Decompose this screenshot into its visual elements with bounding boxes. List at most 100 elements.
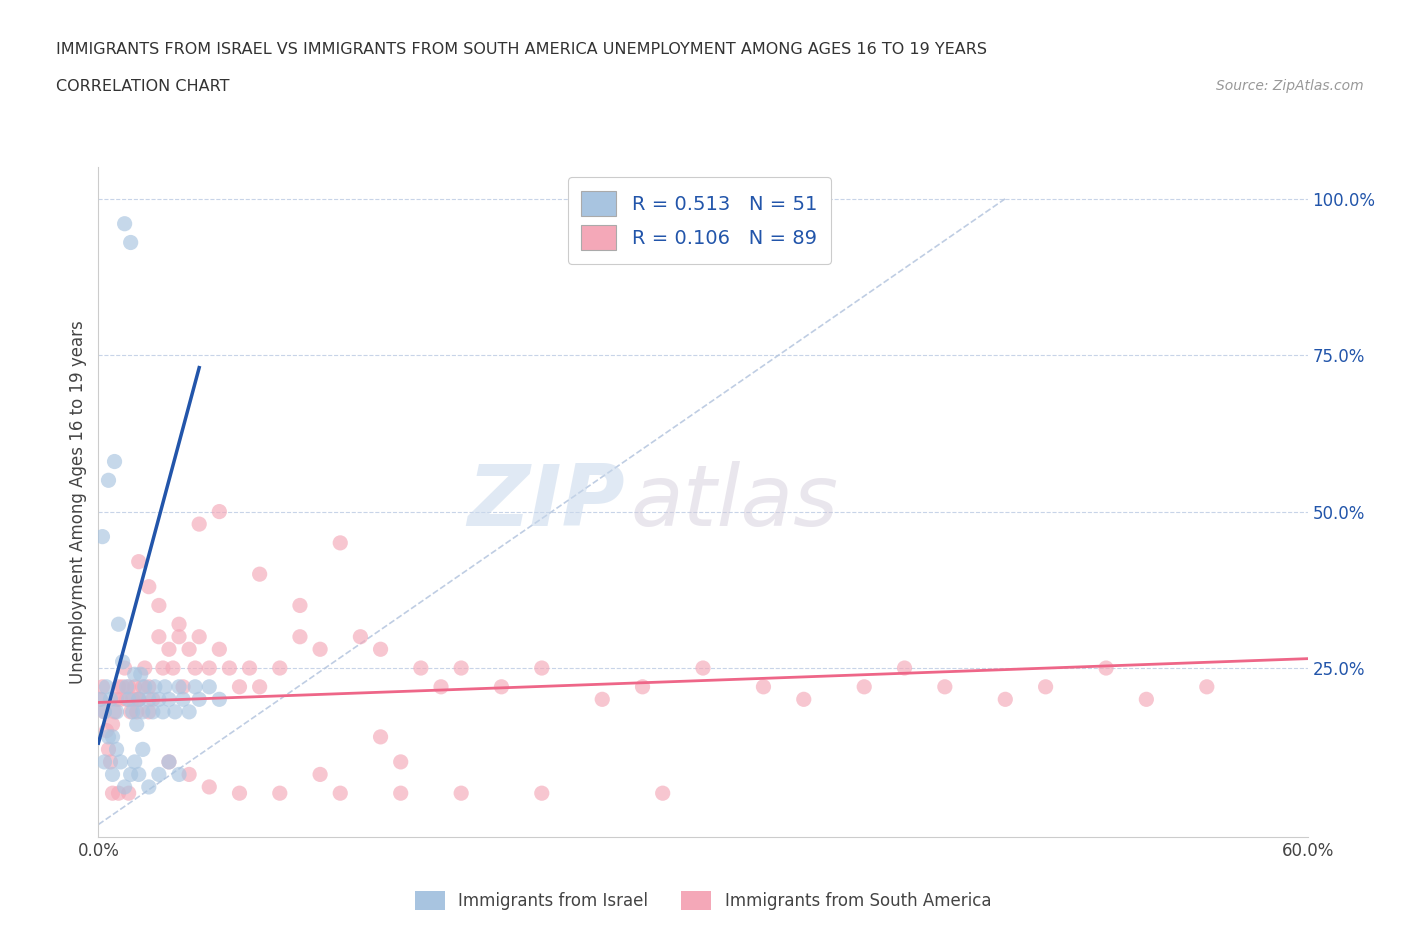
Point	[114, 779, 136, 794]
Point	[288, 630, 311, 644]
Point	[128, 692, 150, 707]
Point	[389, 786, 412, 801]
Point	[128, 692, 150, 707]
Point	[103, 704, 125, 719]
Point	[93, 704, 115, 719]
Point	[167, 680, 190, 695]
Point	[107, 617, 129, 631]
Point	[409, 660, 432, 675]
Point	[132, 704, 155, 719]
Point	[631, 680, 654, 695]
Point	[118, 786, 141, 801]
Point	[134, 680, 156, 695]
Point	[188, 630, 211, 644]
Point	[934, 680, 956, 695]
Point	[105, 692, 128, 707]
Point	[120, 235, 142, 250]
Point	[124, 680, 146, 695]
Point	[125, 717, 148, 732]
Point	[793, 692, 815, 707]
Point	[91, 529, 114, 544]
Point	[142, 692, 165, 707]
Point	[269, 660, 291, 675]
Point	[107, 786, 129, 801]
Point	[138, 692, 160, 707]
Point	[430, 680, 453, 695]
Point	[120, 767, 142, 782]
Point	[370, 729, 392, 744]
Point	[329, 786, 352, 801]
Point	[111, 655, 134, 670]
Point	[179, 704, 201, 719]
Point	[138, 579, 160, 594]
Text: Source: ZipAtlas.com: Source: ZipAtlas.com	[1216, 79, 1364, 93]
Point	[184, 660, 207, 675]
Point	[142, 704, 165, 719]
Point	[114, 660, 136, 675]
Point	[101, 767, 124, 782]
Point	[198, 779, 221, 794]
Point	[228, 786, 250, 801]
Point	[93, 704, 115, 719]
Point	[370, 642, 392, 657]
Point	[121, 704, 143, 719]
Point	[111, 680, 134, 695]
Point	[148, 598, 170, 613]
Text: ZIP: ZIP	[467, 460, 624, 544]
Point	[530, 660, 553, 675]
Point	[167, 767, 190, 782]
Point	[134, 660, 156, 675]
Point	[450, 660, 472, 675]
Point	[208, 504, 231, 519]
Point	[152, 704, 174, 719]
Point	[651, 786, 673, 801]
Point	[179, 642, 201, 657]
Point	[89, 692, 111, 707]
Legend: Immigrants from Israel, Immigrants from South America: Immigrants from Israel, Immigrants from …	[408, 884, 998, 917]
Point	[389, 754, 412, 769]
Point	[129, 667, 152, 682]
Point	[591, 692, 613, 707]
Point	[110, 754, 132, 769]
Point	[157, 692, 180, 707]
Point	[152, 660, 174, 675]
Point	[105, 742, 128, 757]
Point	[157, 754, 180, 769]
Point	[218, 660, 240, 675]
Point	[994, 692, 1017, 707]
Point	[1135, 692, 1157, 707]
Point	[188, 517, 211, 532]
Point	[172, 680, 194, 695]
Point	[1095, 660, 1118, 675]
Point	[138, 704, 160, 719]
Point	[148, 767, 170, 782]
Point	[128, 692, 150, 707]
Point	[1195, 680, 1218, 695]
Point	[107, 680, 129, 695]
Point	[132, 680, 155, 695]
Point	[143, 680, 166, 695]
Point	[349, 630, 371, 644]
Point	[148, 630, 170, 644]
Point	[118, 692, 141, 707]
Point	[93, 754, 115, 769]
Point	[167, 617, 190, 631]
Point	[198, 660, 221, 675]
Point	[114, 217, 136, 232]
Y-axis label: Unemployment Among Ages 16 to 19 years: Unemployment Among Ages 16 to 19 years	[69, 320, 87, 684]
Point	[1035, 680, 1057, 695]
Point	[491, 680, 513, 695]
Point	[101, 786, 124, 801]
Point	[97, 742, 120, 757]
Point	[96, 724, 118, 738]
Point	[162, 660, 184, 675]
Point	[530, 786, 553, 801]
Point	[115, 680, 138, 695]
Point	[97, 729, 120, 744]
Point	[249, 566, 271, 581]
Point	[128, 554, 150, 569]
Point	[329, 536, 352, 551]
Point	[228, 680, 250, 695]
Point	[184, 680, 207, 695]
Point	[148, 692, 170, 707]
